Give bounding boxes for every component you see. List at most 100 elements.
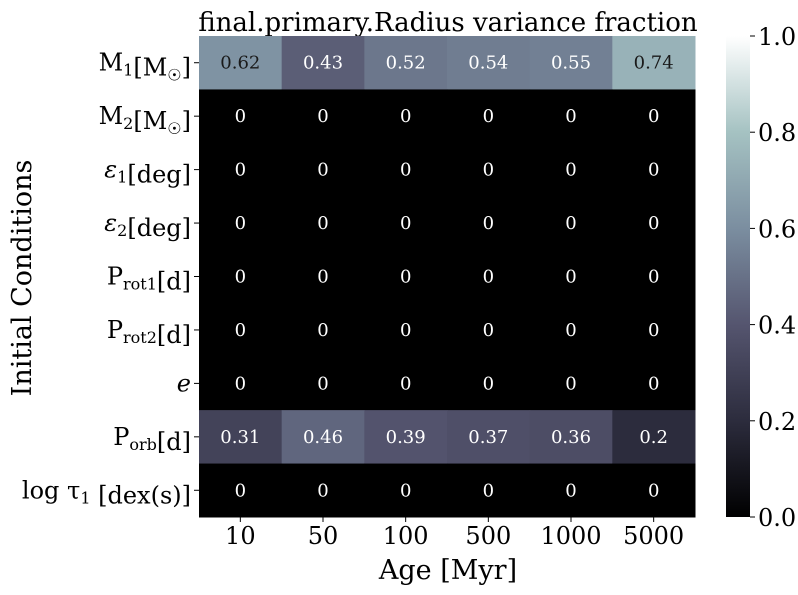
heatmap-cell	[199, 463, 283, 518]
heatmap-cell	[529, 89, 613, 144]
colorbar-ticks: 0.0 0.2 0.4 0.6 0.8 1.0	[750, 23, 796, 532]
heatmap-cell	[199, 249, 283, 304]
y-tick-label: Prot2[d]	[107, 316, 191, 349]
y-tick-label: Porb[d]	[113, 423, 191, 456]
y-tick-label: ε2[deg]	[104, 209, 191, 242]
cell-value-label: 0.31	[220, 427, 260, 448]
heatmap-cell	[529, 196, 613, 251]
heatmap-cell	[364, 463, 448, 518]
heatmap-cell	[281, 142, 365, 197]
colorbar-tick-label: 0.0	[758, 504, 796, 532]
cell-value-label: 0	[648, 213, 659, 234]
heatmap-cell	[529, 36, 613, 90]
cell-value-label: 0	[317, 213, 328, 234]
cell-value-label: 0	[400, 373, 411, 394]
cell-value-label: 0.52	[386, 53, 426, 74]
y-tick-label: M2[M☉]	[99, 102, 191, 138]
heatmap-cell	[281, 303, 365, 358]
cell-value-label: 0	[400, 106, 411, 127]
cell-value-label: 0	[483, 160, 494, 181]
cell-value-label: 0.43	[303, 53, 343, 74]
heatmap-cells: 0.62 0.43 0.52 0.54 0.55 0.74 0 0 0 0 0 0 0 0 0 0 0 0 0 0 0 0…	[199, 36, 696, 518]
heatmap-cell	[199, 410, 283, 465]
cell-value-label: 0.39	[386, 427, 426, 448]
cell-value-label: 0	[483, 213, 494, 234]
cell-value-label: 0	[648, 160, 659, 181]
heatmap-cell	[529, 249, 613, 304]
heatmap-cell	[447, 196, 531, 251]
colorbar-tick-label: 0.8	[758, 119, 796, 147]
y-tick-label: log τ1 [dex(s)]	[22, 476, 191, 509]
heatmap-cell	[447, 410, 531, 465]
heatmap-cell	[447, 249, 531, 304]
cell-value-label: 0	[317, 320, 328, 341]
cell-value-label: 0	[648, 267, 659, 288]
cell-value-label: 0	[400, 480, 411, 501]
heatmap-cell	[364, 89, 448, 144]
cell-value-label: 0	[565, 267, 576, 288]
heatmap-cell	[364, 303, 448, 358]
cell-value-label: 0	[565, 320, 576, 341]
heatmap-cell	[199, 356, 283, 411]
heatmap-cell	[529, 463, 613, 518]
cell-value-label: 0.37	[468, 427, 508, 448]
heatmap-cell	[612, 142, 696, 197]
heatmap-cell	[364, 142, 448, 197]
x-tick-label: 5000	[623, 522, 684, 550]
heatmap-cell	[199, 142, 283, 197]
cell-value-label: 0	[400, 267, 411, 288]
cell-value-label: 0.36	[551, 427, 591, 448]
x-tick-label: 10	[225, 522, 256, 550]
x-tick-label: 100	[383, 522, 429, 550]
colorbar-tick-label: 0.2	[758, 408, 796, 436]
heatmap-cell	[199, 36, 283, 90]
colorbar-tick-label: 0.4	[758, 312, 796, 340]
cell-value-label: 0.54	[468, 53, 508, 74]
colorbar-tick-label: 1.0	[758, 23, 796, 51]
heatmap-cell	[281, 196, 365, 251]
cell-value-label: 0	[235, 213, 246, 234]
cell-value-label: 0	[317, 373, 328, 394]
heatmap-cell	[447, 463, 531, 518]
heatmap-cell	[529, 410, 613, 465]
heatmap-cell	[447, 36, 531, 90]
cell-value-label: 0	[400, 160, 411, 181]
heatmap-cell	[612, 463, 696, 518]
cell-value-label: 0	[483, 320, 494, 341]
heatmap-cell	[612, 89, 696, 144]
heatmap-cell	[612, 410, 696, 465]
heatmap-cell	[364, 196, 448, 251]
cell-value-label: 0	[565, 160, 576, 181]
cell-value-label: 0.55	[551, 53, 591, 74]
cell-value-label: 0	[483, 373, 494, 394]
cell-value-label: 0	[648, 106, 659, 127]
heatmap-cell	[281, 356, 365, 411]
x-tick-label: 50	[308, 522, 339, 550]
cell-value-label: 0	[317, 267, 328, 288]
heatmap-cell	[199, 89, 283, 144]
heatmap-cell	[447, 89, 531, 144]
y-tick-label: M1[M☉]	[99, 49, 191, 85]
cell-value-label: 0	[317, 480, 328, 501]
heatmap-cell	[364, 410, 448, 465]
heatmap-cell	[447, 142, 531, 197]
cell-value-label: 0	[400, 320, 411, 341]
heatmap-cell	[281, 36, 365, 90]
heatmap-cell	[529, 356, 613, 411]
x-tick-label: 500	[465, 522, 511, 550]
cell-value-label: 0	[648, 480, 659, 501]
x-axis-title: Age [Myr]	[378, 555, 517, 586]
cell-value-label: 0	[235, 267, 246, 288]
x-tick-label: 1000	[540, 522, 601, 550]
colorbar-tick-label: 0.6	[758, 215, 796, 243]
x-tick-labels: 10 50 100 500 1000 5000	[225, 517, 684, 550]
heatmap-cell	[612, 196, 696, 251]
y-tick-labels: M1[M☉] M2[M☉] ε1[deg] ε2[deg] Prot1[d] Prot2[…	[22, 49, 199, 509]
cell-value-label: 0	[565, 480, 576, 501]
y-tick-label: ε1[deg]	[104, 156, 191, 189]
y-tick-label: e	[177, 369, 191, 397]
cell-value-label: 0	[565, 213, 576, 234]
cell-value-label: 0	[565, 106, 576, 127]
heatmap-cell	[199, 303, 283, 358]
